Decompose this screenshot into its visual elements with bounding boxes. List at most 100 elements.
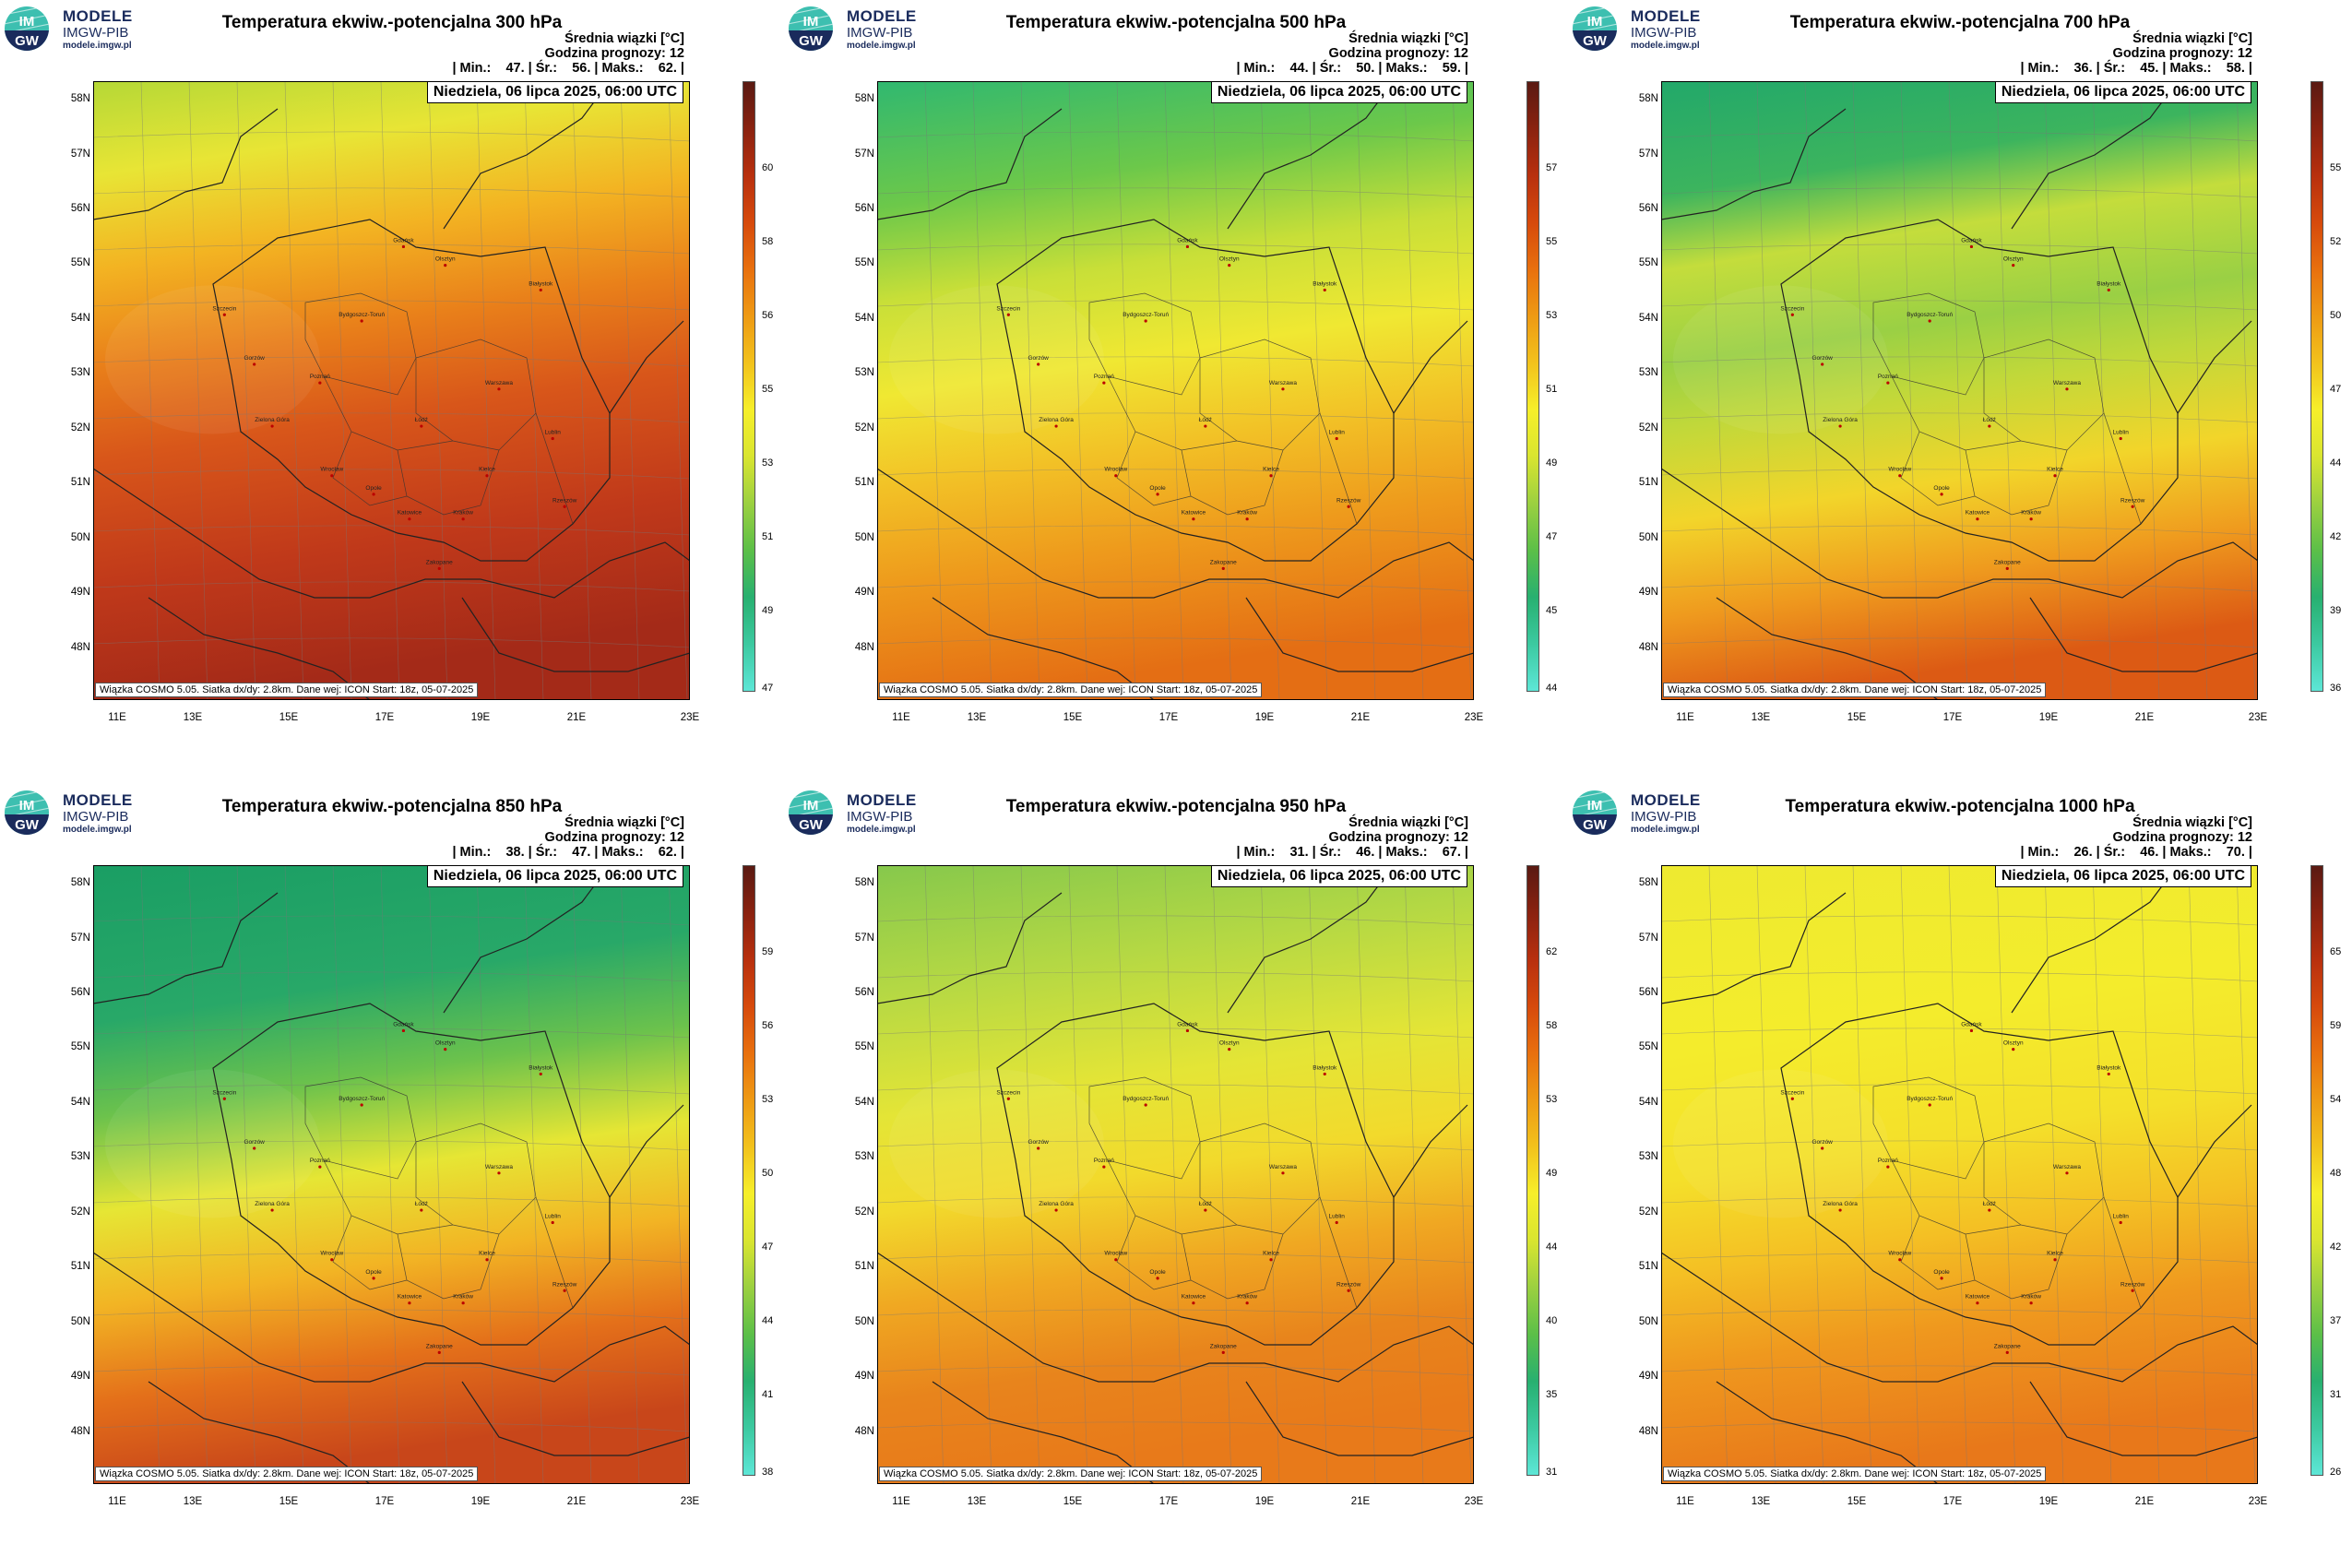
city-marker bbox=[2131, 1289, 2134, 1292]
city-label: Łódź bbox=[1983, 417, 1996, 423]
city-label: Bydgoszcz-Toruń bbox=[1123, 1096, 1169, 1102]
city-label: Gdańsk bbox=[1177, 237, 1198, 244]
city-label: Katowice bbox=[1182, 510, 1206, 517]
colorbar-tick: 49 bbox=[1546, 457, 1558, 469]
longitude-label: 11E bbox=[1676, 1496, 1694, 1507]
latitude-label: 52N bbox=[70, 1206, 90, 1218]
latitude-label: 58N bbox=[854, 93, 874, 104]
city-label: Katowice bbox=[398, 510, 422, 517]
longitude-label: 13E bbox=[183, 712, 203, 723]
city-label: Szczecin bbox=[1780, 1089, 1804, 1096]
colorbar-tick: 36 bbox=[2330, 683, 2342, 694]
city-marker bbox=[1114, 1258, 1118, 1262]
city-marker bbox=[270, 424, 274, 428]
ensemble-mean-label: Średnia wiązki [°C] bbox=[1348, 815, 1468, 830]
model-footer: Wiązka COSMO 5.05. Siatka dx/dy: 2.8km. … bbox=[95, 683, 479, 697]
city-label: Lublin bbox=[1329, 1213, 1346, 1219]
colorbar-tick: 41 bbox=[762, 1389, 774, 1400]
city-marker bbox=[1185, 1028, 1190, 1033]
city-marker bbox=[1185, 244, 1190, 249]
city-marker bbox=[1281, 1171, 1285, 1175]
colorbar-tick: 62 bbox=[1546, 946, 1558, 957]
temperature-map: Gdańsk Olsztyn Szczecin Białystok Bydgoszcz-… bbox=[1661, 865, 2258, 1484]
logo-badge-bottom: GW bbox=[799, 33, 824, 49]
map-panel: IM GW MODELE IMGW-PIB modele.imgw.pl Temp… bbox=[0, 784, 784, 1568]
city-marker bbox=[420, 424, 423, 428]
latitude-label: 58N bbox=[70, 877, 90, 888]
longitude-label: 11E bbox=[892, 1496, 910, 1507]
logo-url: modele.imgw.pl bbox=[847, 41, 916, 51]
longitude-label: 13E bbox=[1751, 1496, 1771, 1507]
city-label: Wrocław bbox=[320, 1251, 343, 1257]
logo-line1: MODELE bbox=[847, 791, 917, 809]
ensemble-mean-label: Średnia wiązki [°C] bbox=[564, 815, 684, 830]
stats-line: | Min.: 31. | Śr.: 46. | Maks.: 67. | bbox=[1236, 845, 1468, 860]
logo-url: modele.imgw.pl bbox=[847, 825, 916, 835]
city-label: Katowice bbox=[1966, 510, 1990, 517]
latitude-label: 58N bbox=[70, 93, 90, 104]
city-marker bbox=[1988, 1208, 1991, 1212]
city-marker bbox=[2065, 1171, 2069, 1175]
city-marker bbox=[437, 1350, 441, 1354]
city-label: Rzeszów bbox=[2120, 497, 2145, 504]
city-marker bbox=[2012, 1047, 2015, 1051]
date-label: Niedziela, 06 lipca 2025, 06:00 UTC bbox=[1994, 81, 2251, 103]
city-marker bbox=[253, 1146, 256, 1150]
imgw-logo: IM GW MODELE IMGW-PIB modele.imgw.pl bbox=[788, 790, 935, 836]
latitude-label: 54N bbox=[70, 313, 90, 324]
map-panel: IM GW MODELE IMGW-PIB modele.imgw.pl Temp… bbox=[784, 784, 1568, 1568]
city-label: Kraków bbox=[1237, 1294, 1257, 1301]
longitude-label: 15E bbox=[1063, 1496, 1083, 1507]
longitude-label: 13E bbox=[967, 1496, 987, 1507]
city-label: Opole bbox=[1933, 485, 1950, 492]
latitude-label: 48N bbox=[854, 1426, 874, 1437]
city-marker bbox=[2119, 1220, 2122, 1225]
city-label: Białystok bbox=[2097, 280, 2121, 287]
logo-badge-top: IM bbox=[803, 14, 819, 30]
longitude-label: 17E bbox=[374, 1496, 395, 1507]
latitude-label: 53N bbox=[1638, 1151, 1658, 1162]
model-footer: Wiązka COSMO 5.05. Siatka dx/dy: 2.8km. … bbox=[879, 1467, 1263, 1481]
city-label: Gorzów bbox=[1028, 1139, 1049, 1146]
longitude-label: 17E bbox=[1158, 712, 1179, 723]
city-label: Zakopane bbox=[426, 1343, 453, 1349]
city-marker bbox=[1838, 424, 1842, 428]
city-label: Wrocław bbox=[1104, 467, 1127, 473]
city-label: Gorzów bbox=[1812, 1139, 1833, 1146]
forecast-hour: Godzina prognozy: 12 bbox=[2112, 830, 2252, 845]
map-panel: IM GW MODELE IMGW-PIB modele.imgw.pl Temp… bbox=[0, 0, 784, 784]
city-label: Bydgoszcz-Toruń bbox=[1907, 1096, 1953, 1102]
logo-badge-top: IM bbox=[1587, 798, 1603, 814]
colorbar-tick: 40 bbox=[1546, 1315, 1558, 1326]
city-marker bbox=[1102, 1165, 1106, 1169]
city-label: Lublin bbox=[545, 1213, 562, 1219]
city-label: Warszawa bbox=[485, 380, 513, 386]
logo-line2: IMGW-PIB bbox=[63, 809, 129, 825]
forecast-hour: Godzina prognozy: 12 bbox=[544, 830, 684, 845]
longitude-label: 11E bbox=[108, 1496, 126, 1507]
city-marker bbox=[444, 1047, 447, 1051]
city-label: Łódź bbox=[415, 1201, 428, 1207]
city-label: Rzeszów bbox=[1336, 1281, 1361, 1288]
colorbar-tick: 60 bbox=[762, 162, 774, 173]
longitude-label: 23E bbox=[2248, 712, 2268, 723]
city-marker bbox=[1323, 1072, 1326, 1076]
city-marker bbox=[253, 362, 256, 366]
longitude-label: 15E bbox=[1847, 1496, 1867, 1507]
panel-title: Temperatura ekwiw.-potencjalna 850 hPa bbox=[221, 797, 563, 816]
city-label: Opole bbox=[365, 485, 382, 492]
latitude-label: 55N bbox=[1638, 1041, 1658, 1052]
city-marker bbox=[1054, 424, 1058, 428]
city-marker bbox=[408, 1301, 411, 1305]
city-marker bbox=[539, 1072, 542, 1076]
logo-line1: MODELE bbox=[847, 7, 917, 25]
city-marker bbox=[1269, 1258, 1273, 1262]
longitude-label: 15E bbox=[279, 1496, 299, 1507]
city-label: Katowice bbox=[1182, 1294, 1206, 1301]
city-label: Szczecin bbox=[212, 305, 236, 312]
city-marker bbox=[1821, 1146, 1824, 1150]
city-label: Warszawa bbox=[1269, 380, 1297, 386]
city-marker bbox=[1886, 381, 1890, 385]
panel-title: Temperatura ekwiw.-potencjalna 300 hPa bbox=[221, 13, 563, 32]
latitude-label: 51N bbox=[1638, 1261, 1658, 1272]
